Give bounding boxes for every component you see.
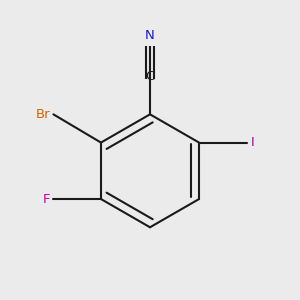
Text: F: F <box>42 193 50 206</box>
Text: C: C <box>146 70 154 83</box>
Text: Br: Br <box>36 108 50 121</box>
Text: I: I <box>250 136 254 149</box>
Text: N: N <box>145 29 155 42</box>
